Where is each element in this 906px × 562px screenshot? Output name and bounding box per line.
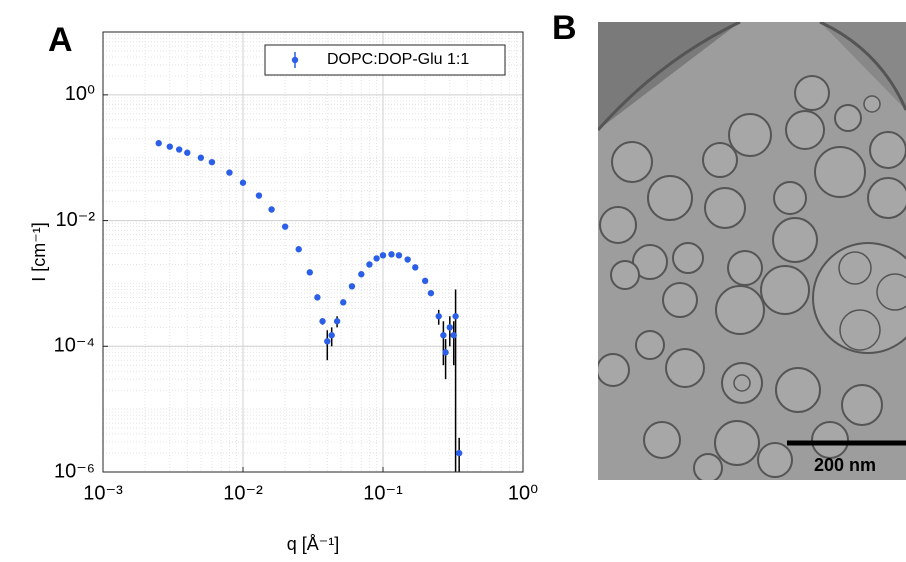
data-point bbox=[197, 154, 205, 161]
data-point bbox=[314, 294, 321, 301]
y-tick-label: 10⁰ bbox=[65, 83, 95, 105]
y-axis-label: I [cm⁻¹] bbox=[29, 222, 49, 282]
data-point bbox=[239, 179, 247, 186]
panel-label: A bbox=[48, 21, 73, 59]
data-point bbox=[366, 261, 373, 268]
data-point bbox=[373, 255, 380, 262]
legend-marker bbox=[291, 56, 299, 64]
data-point bbox=[348, 283, 356, 290]
data-point bbox=[404, 256, 411, 263]
data-point bbox=[268, 206, 275, 213]
data-point bbox=[427, 289, 435, 297]
data-point bbox=[358, 271, 365, 278]
data-point bbox=[306, 269, 313, 276]
y-tick-label: 10⁻⁶ bbox=[54, 460, 95, 482]
data-point bbox=[452, 313, 459, 320]
x-axis-label: q [Å⁻¹] bbox=[287, 534, 340, 554]
data-point bbox=[328, 332, 335, 339]
x-tick-label: 10⁻² bbox=[223, 482, 263, 504]
data-point bbox=[388, 251, 395, 258]
data-point bbox=[442, 349, 449, 356]
legend-label: DOPC:DOP-Glu 1:1 bbox=[327, 51, 469, 68]
panel-label: B bbox=[552, 9, 577, 47]
x-tick-label: 10⁻¹ bbox=[363, 482, 403, 504]
x-tick-label: 10⁰ bbox=[508, 482, 538, 504]
data-point bbox=[450, 332, 457, 339]
data-point bbox=[226, 169, 233, 176]
data-point bbox=[421, 277, 429, 285]
y-tick-label: 10⁻² bbox=[56, 209, 96, 231]
x-tick-label: 10⁻³ bbox=[83, 482, 123, 504]
data-point bbox=[155, 140, 162, 147]
micrograph: 200 nm bbox=[598, 22, 906, 480]
plot-frame bbox=[102, 31, 524, 473]
data-point bbox=[295, 246, 302, 253]
data-point bbox=[255, 192, 263, 199]
data-point bbox=[412, 264, 419, 271]
data-point bbox=[379, 252, 387, 259]
data-point bbox=[281, 223, 289, 230]
data-point bbox=[395, 252, 403, 259]
data-point bbox=[166, 143, 173, 150]
legend-box bbox=[264, 44, 506, 76]
data-point bbox=[319, 318, 326, 325]
data-point bbox=[340, 299, 347, 306]
data-point bbox=[184, 149, 191, 156]
data-point bbox=[175, 146, 183, 153]
data-point bbox=[208, 158, 216, 166]
data-point bbox=[455, 449, 463, 457]
data-point bbox=[324, 338, 331, 345]
y-tick-label: 10⁻⁴ bbox=[54, 335, 95, 357]
data-point bbox=[333, 318, 341, 325]
data-point bbox=[440, 332, 447, 339]
data-point bbox=[435, 313, 442, 320]
scale-bar-label: 200 nm bbox=[814, 455, 876, 475]
data-point bbox=[446, 324, 453, 331]
